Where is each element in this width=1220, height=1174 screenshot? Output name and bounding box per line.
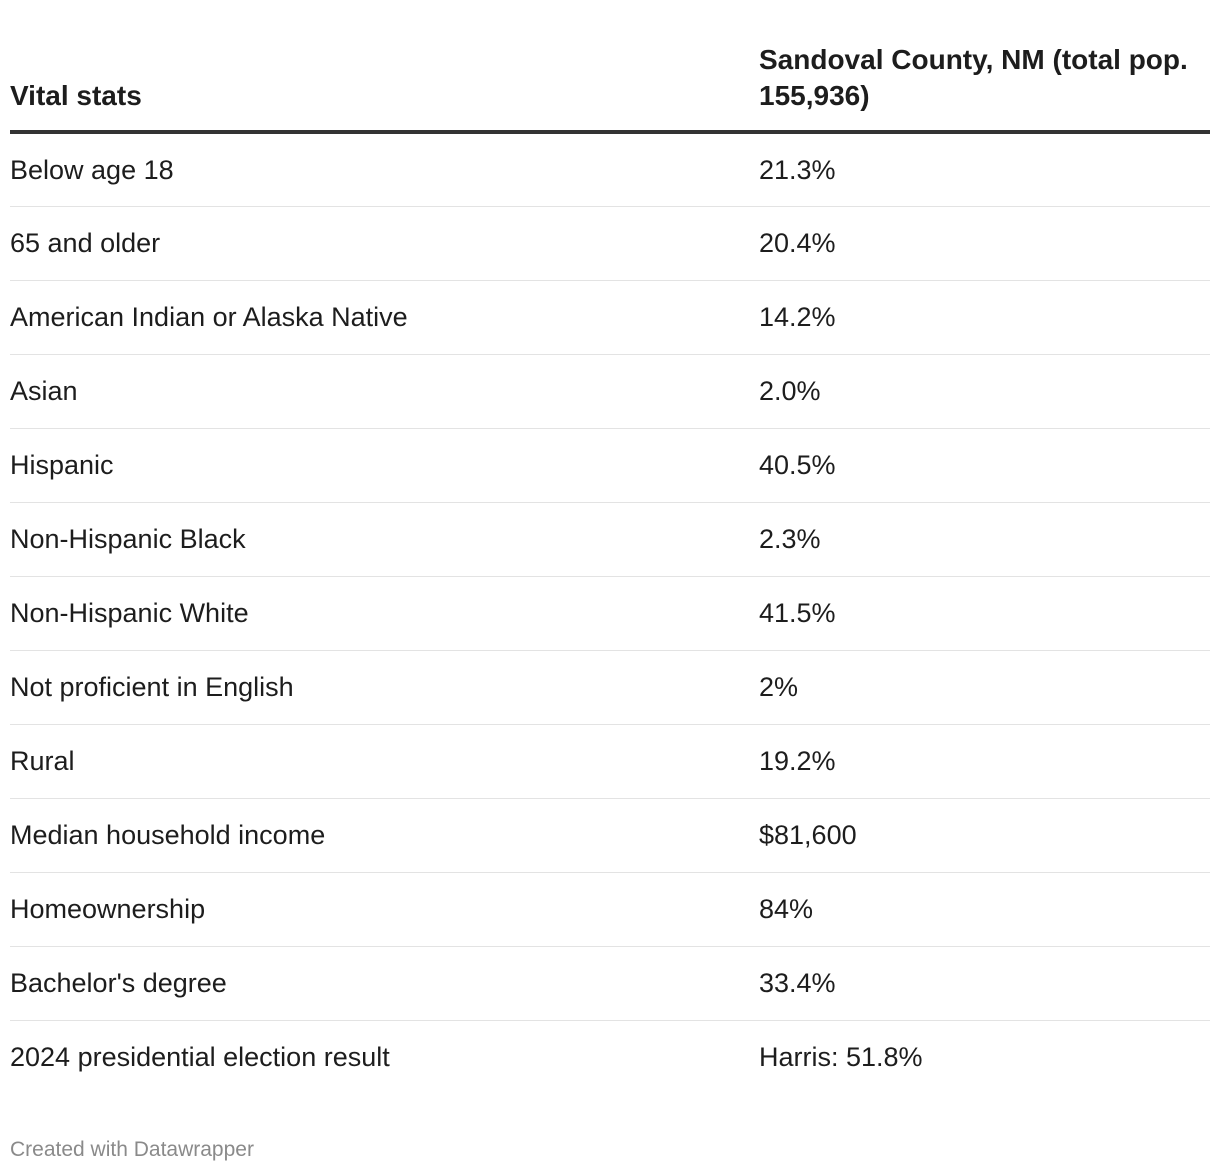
row-value: 84% [759, 872, 1210, 947]
row-label: Bachelor's degree [10, 946, 759, 1021]
table-row: 65 and older 20.4% [10, 206, 1210, 281]
row-label: Median household income [10, 798, 759, 873]
row-value: 41.5% [759, 576, 1210, 651]
row-value: Harris: 51.8% [759, 1042, 923, 1073]
table-header: Vital stats Sandoval County, NM (total p… [10, 0, 1210, 134]
row-value: 2.3% [759, 502, 1210, 577]
row-label: Non-Hispanic Black [10, 502, 759, 577]
table-row: Asian 2.0% [10, 354, 1210, 429]
row-value: 2% [759, 650, 1210, 725]
row-label: Not proficient in English [10, 650, 759, 725]
row-value: 2.0% [759, 354, 1210, 429]
row-label: Hispanic [10, 428, 759, 503]
table-row: Median household income $81,600 [10, 798, 1210, 873]
row-value: 33.4% [759, 946, 1210, 1021]
row-value: $81,600 [759, 798, 1210, 873]
table-row: Non-Hispanic White 41.5% [10, 576, 1210, 651]
data-table-container: Vital stats Sandoval County, NM (total p… [10, 0, 1210, 1094]
row-value: 40.5% [759, 428, 1210, 503]
table-row: Not proficient in English 2% [10, 650, 1210, 725]
table-row: Bachelor's degree 33.4% [10, 946, 1210, 1021]
row-label: Asian [10, 354, 759, 429]
table-row: Hispanic 40.5% [10, 428, 1210, 503]
row-value: 21.3% [759, 132, 1210, 207]
row-label: Non-Hispanic White [10, 576, 759, 651]
row-label: Homeownership [10, 872, 759, 947]
table-row: Below age 18 21.3% [10, 132, 1210, 207]
table-row: Non-Hispanic Black 2.3% [10, 502, 1210, 577]
vital-stats-table: Vital stats Sandoval County, NM (total p… [10, 0, 1210, 1094]
header-row: Vital stats Sandoval County, NM (total p… [10, 0, 1210, 134]
row-label: 2024 presidential election result [10, 1042, 390, 1073]
column-header-vital-stats[interactable]: Vital stats [10, 0, 759, 134]
table-body: Below age 18 21.3% 65 and older 20.4% Americ… [10, 132, 1210, 1094]
row-value: 20.4% [759, 206, 1210, 281]
row-value: 19.2% [759, 724, 1210, 799]
row-label: Rural [10, 724, 759, 799]
datawrapper-credit[interactable]: Created with Datawrapper [10, 1138, 254, 1161]
column-header-county[interactable]: Sandoval County, NM (total pop. 155,936) [759, 0, 1210, 134]
row-value: 14.2% [759, 280, 1210, 355]
table-row: Homeownership 84% [10, 872, 1210, 947]
row-label: American Indian or Alaska Native [10, 280, 759, 355]
table-row: Rural 19.2% [10, 724, 1210, 799]
row-label: 65 and older [10, 206, 759, 281]
table-row: 2024 presidential election result Harris:… [10, 1020, 1210, 1094]
table-row: American Indian or Alaska Native 14.2% [10, 280, 1210, 355]
row-label: Below age 18 [10, 132, 759, 207]
